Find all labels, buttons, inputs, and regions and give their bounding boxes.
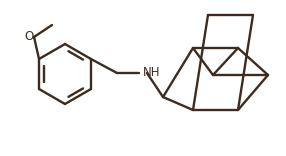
Text: O: O (24, 29, 34, 42)
Text: NH: NH (143, 66, 160, 78)
